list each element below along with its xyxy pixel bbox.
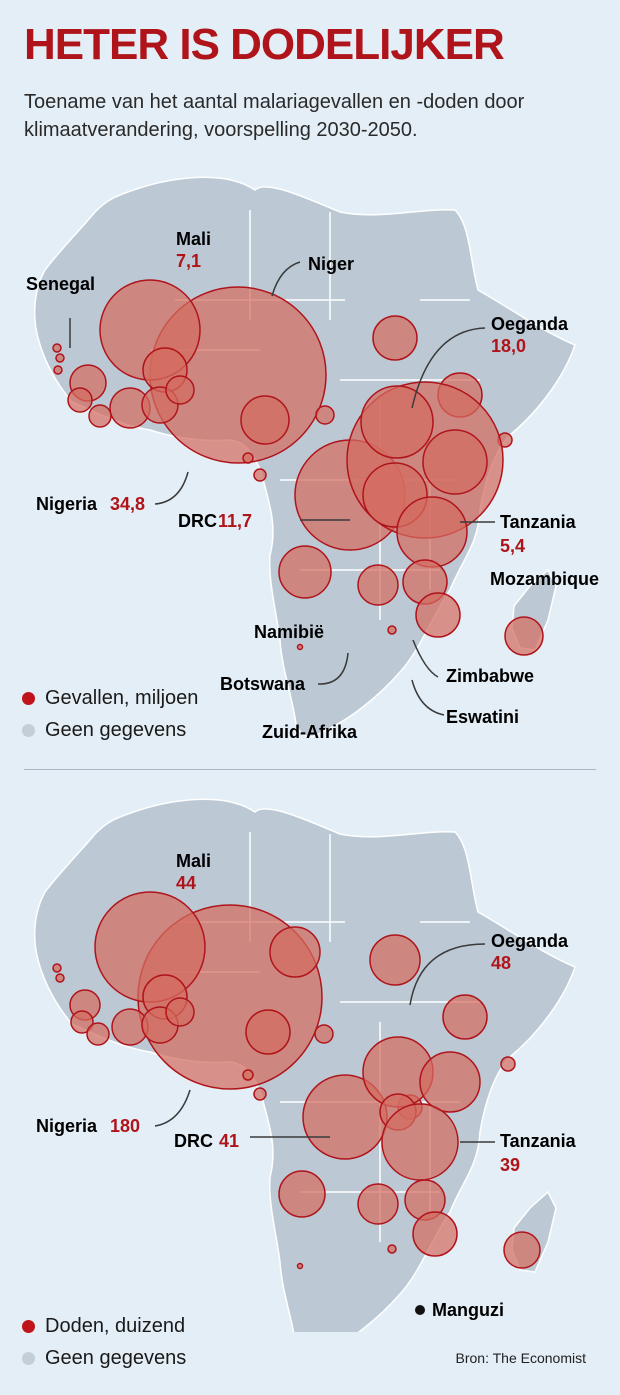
bubble2-senegal1 bbox=[52, 963, 62, 973]
label2-oeganda: Oeganda bbox=[491, 931, 569, 951]
label-mali: Mali bbox=[176, 229, 211, 249]
africa-landmass-2 bbox=[33, 798, 576, 1332]
bubble-benin bbox=[165, 375, 195, 405]
value2-mali: 44 bbox=[176, 873, 196, 893]
bubble2-senegal2 bbox=[55, 973, 65, 983]
manguzi-marker bbox=[415, 1305, 425, 1315]
death-bubbles bbox=[52, 891, 541, 1270]
value-mali: 7,1 bbox=[176, 251, 201, 271]
label-zuid-afrika: Zuid-Afrika bbox=[262, 722, 358, 742]
bubble2-madagascar bbox=[503, 1231, 541, 1269]
bubble-madagascar bbox=[504, 616, 544, 656]
legend-cases: Gevallen, miljoen Geen gegevens bbox=[22, 682, 198, 746]
map2-labels: Mali 44 Oeganda 48 Nigeria 180 DRC 41 Ta… bbox=[36, 851, 577, 1320]
label-tanzania: Tanzania bbox=[500, 512, 577, 532]
red-dot-icon bbox=[22, 1319, 35, 1333]
bubble-tanzania bbox=[396, 496, 468, 568]
bubble2-ethiopia bbox=[442, 994, 488, 1040]
bubble2-zambia bbox=[357, 1183, 399, 1225]
bubble-zambia bbox=[357, 564, 399, 606]
legend-metric-deaths: Doden, duizend bbox=[45, 1314, 186, 1337]
bubble-gabon bbox=[253, 468, 267, 482]
bubble2-tanzania bbox=[381, 1103, 459, 1181]
label-botswana: Botswana bbox=[220, 674, 306, 694]
legend-no-data-cases: Geen gegevens bbox=[45, 718, 187, 741]
value2-tanzania: 39 bbox=[500, 1155, 520, 1175]
bubble2-car bbox=[314, 1024, 334, 1044]
bubble2-mozambique bbox=[412, 1211, 458, 1257]
legend-deaths: Doden, duizend Geen gegevens bbox=[22, 1310, 186, 1374]
value-drc: 11,7 bbox=[218, 511, 252, 531]
label-senegal: Senegal bbox=[26, 274, 95, 294]
bubble2-niger bbox=[269, 926, 321, 978]
bubble2-eqguinea bbox=[242, 1069, 254, 1081]
label2-nigeria: Nigeria bbox=[36, 1116, 98, 1136]
label-oeganda: Oeganda bbox=[491, 314, 569, 334]
bubble-liberia bbox=[88, 404, 112, 428]
bubble2-sierra bbox=[70, 1010, 94, 1034]
deaths-map: Mali 44 Oeganda 48 Nigeria 180 DRC 41 Ta… bbox=[33, 798, 577, 1332]
bubble-mozambique bbox=[415, 592, 461, 638]
leader-lines-2 bbox=[154, 943, 495, 1143]
bubble-senegal3 bbox=[53, 365, 63, 375]
bubble-angola bbox=[278, 545, 332, 599]
bubble2-namibia bbox=[296, 1262, 304, 1270]
case-bubbles bbox=[52, 279, 544, 656]
grey-dot-icon bbox=[22, 723, 35, 737]
bubble-sierra bbox=[67, 387, 93, 413]
bubble2-benin bbox=[165, 997, 195, 1027]
map1-labels: Mali 7,1 Niger Senegal Oeganda 18,0 Nige… bbox=[26, 229, 599, 742]
grey-dot-icon bbox=[22, 1351, 35, 1365]
bubble-cameroon bbox=[240, 395, 290, 445]
bubble2-zimbabwe bbox=[387, 1244, 397, 1254]
bubble-namibia bbox=[296, 643, 304, 651]
value-nigeria: 34,8 bbox=[110, 494, 145, 514]
source-credit: Bron: The Economist bbox=[455, 1350, 586, 1366]
leader-lines bbox=[69, 261, 495, 716]
value-oeganda: 18,0 bbox=[491, 336, 526, 356]
bubble-kenya bbox=[422, 429, 488, 495]
bubble-car bbox=[315, 405, 335, 425]
bubble-south-sudan bbox=[360, 385, 434, 459]
label-namibie: Namibië bbox=[254, 622, 324, 642]
value2-oeganda: 48 bbox=[491, 953, 511, 973]
bubble2-sudan bbox=[369, 934, 421, 986]
bubble-senegal1 bbox=[52, 343, 62, 353]
label2-drc: DRC bbox=[174, 1131, 213, 1151]
page-title: HETER IS DODELIJKER bbox=[24, 20, 505, 69]
legend-metric-cases: Gevallen, miljoen bbox=[45, 686, 199, 709]
bubble2-gabon bbox=[253, 1087, 267, 1101]
bubble-sudan bbox=[372, 315, 418, 361]
bubble2-kenya bbox=[419, 1051, 481, 1113]
label2-manguzi: Manguzi bbox=[432, 1300, 504, 1320]
label-mozambique: Mozambique bbox=[490, 569, 599, 589]
value2-drc: 41 bbox=[219, 1131, 239, 1151]
section-divider bbox=[24, 769, 596, 770]
bubble2-angola bbox=[278, 1170, 326, 1218]
bubble2-somalia bbox=[500, 1056, 516, 1072]
label2-mali: Mali bbox=[176, 851, 211, 871]
red-dot-icon bbox=[22, 691, 35, 705]
bubble-zimbabwe bbox=[387, 625, 397, 635]
value-tanzania: 5,4 bbox=[500, 536, 525, 556]
label-drc: DRC bbox=[178, 511, 217, 531]
cases-map: Mali 7,1 Niger Senegal Oeganda 18,0 Nige… bbox=[26, 176, 599, 742]
label-zimbabwe: Zimbabwe bbox=[446, 666, 534, 686]
bubble-senegal2 bbox=[55, 353, 65, 363]
value2-nigeria: 180 bbox=[110, 1116, 140, 1136]
label-nigeria: Nigeria bbox=[36, 494, 98, 514]
label-niger: Niger bbox=[308, 254, 354, 274]
bubble-eqguinea bbox=[242, 452, 254, 464]
legend-no-data-deaths: Geen gegevens bbox=[45, 1346, 187, 1369]
label2-tanzania: Tanzania bbox=[500, 1131, 577, 1151]
page-subtitle: Toename van het aantal malariagevallen e… bbox=[24, 91, 525, 141]
bubble2-liberia bbox=[86, 1022, 110, 1046]
label-eswatini: Eswatini bbox=[446, 707, 519, 727]
bubble2-cameroon bbox=[245, 1009, 291, 1055]
